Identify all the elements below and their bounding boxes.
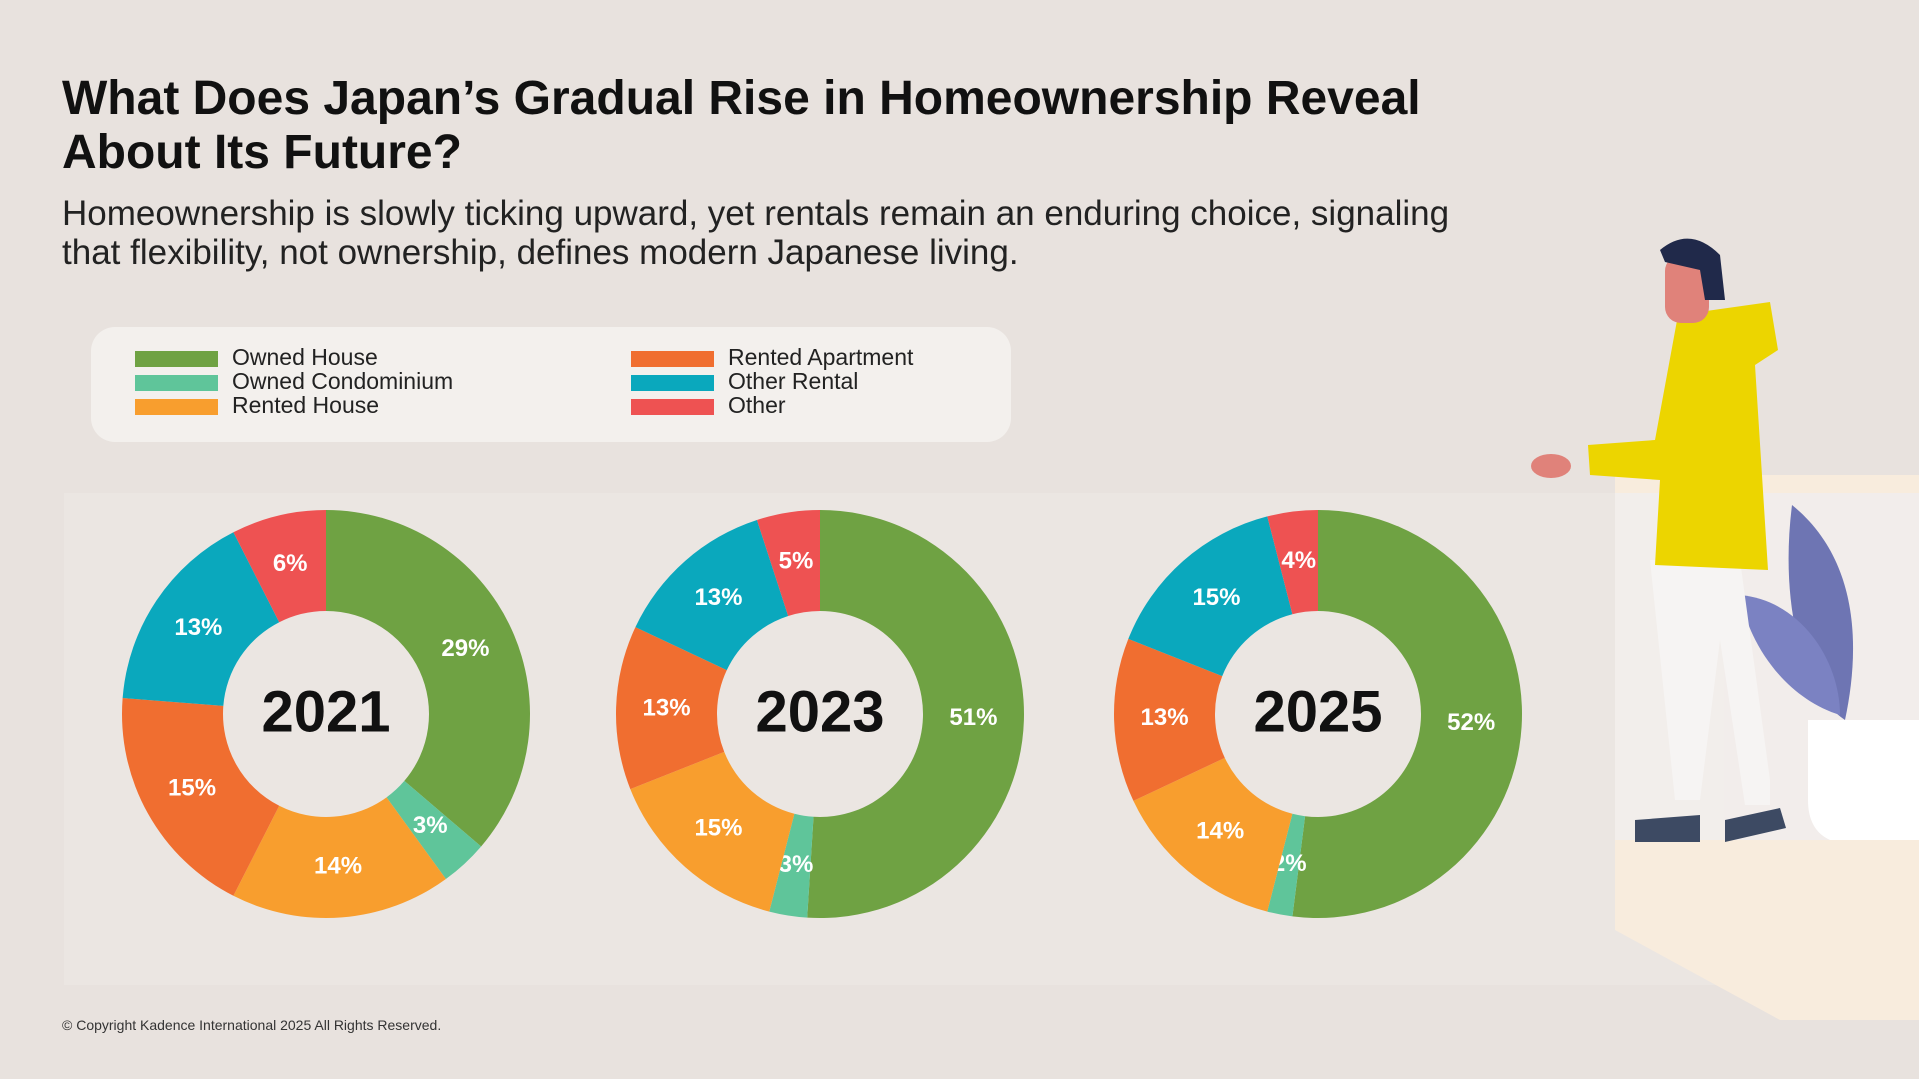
person-jacket (1588, 302, 1778, 570)
donut-slice (616, 627, 727, 790)
title: What Does Japan’s Gradual Rise in Homeow… (62, 72, 1421, 179)
slice-label: 15% (168, 774, 216, 801)
legend-label: Owned House (232, 344, 378, 370)
slice-label: 51% (949, 704, 997, 731)
donut-slice (807, 510, 1024, 918)
donut-slice (326, 510, 531, 847)
donut-slice (1292, 510, 1522, 918)
slice-label: 15% (1192, 584, 1240, 611)
balcony-floor (1615, 840, 1919, 1020)
legend-swatch (135, 351, 218, 367)
donut-slice (386, 780, 482, 880)
donut-slice (233, 797, 446, 918)
legend-swatch (631, 375, 714, 391)
donut-slice (1113, 638, 1225, 801)
legend-label: Other Rental (728, 368, 858, 394)
slice-label: 13% (1141, 704, 1189, 731)
donut-slice (1267, 813, 1306, 917)
donut-slice (635, 519, 789, 671)
copyright: © Copyright Kadence International 2025 A… (62, 1017, 442, 1033)
slice-label: 6% (273, 550, 308, 577)
legend-box (91, 327, 1011, 442)
donut-slice (1128, 516, 1293, 677)
slice-label: 3% (413, 812, 448, 839)
person-legs (1650, 560, 1770, 805)
plant-leaf (1788, 505, 1854, 720)
slice-label: 13% (174, 614, 222, 641)
plant-leaf (1740, 595, 1840, 715)
legend-swatch (135, 399, 218, 415)
slice-label: 15% (694, 814, 742, 841)
slice-label: 5% (779, 548, 814, 575)
donut-center-label: 2023 (755, 679, 884, 744)
donut-slice (122, 532, 280, 706)
legend-swatch (631, 399, 714, 415)
donut-slice (769, 813, 814, 918)
person-shoe (1635, 815, 1700, 842)
illustration (1531, 238, 1919, 1020)
person-shoe (1725, 808, 1786, 842)
donut-slice (756, 510, 820, 617)
donut-slice (1133, 757, 1293, 912)
plant-pot (1808, 720, 1919, 840)
donut-slice (233, 510, 326, 623)
legend-label: Rented Apartment (728, 344, 914, 370)
donut-center-label: 2025 (1253, 679, 1382, 744)
donut-slice (630, 751, 795, 912)
slice-label: 13% (643, 695, 691, 722)
slice-label: 29% (441, 635, 489, 662)
donut-slice (1267, 510, 1318, 615)
slice-label: 52% (1447, 709, 1495, 736)
slice-label: 4% (1281, 547, 1316, 574)
legend-swatch (135, 375, 218, 391)
person-head (1665, 255, 1709, 323)
legend-label: Owned Condominium (232, 368, 453, 394)
person-hair (1660, 238, 1725, 300)
donut-slice (121, 697, 280, 896)
donut-center-label: 2021 (261, 679, 390, 744)
person-hand (1531, 454, 1571, 478)
slice-label: 13% (694, 584, 742, 611)
legend-label: Other (728, 392, 786, 418)
slice-label: 14% (314, 852, 362, 879)
slice-label: 3% (779, 851, 814, 878)
subtitle: Homeownership is slowly ticking upward, … (62, 194, 1450, 272)
legend-label: Rented House (232, 392, 379, 418)
legend-swatch (631, 351, 714, 367)
slice-label: 14% (1196, 818, 1244, 845)
